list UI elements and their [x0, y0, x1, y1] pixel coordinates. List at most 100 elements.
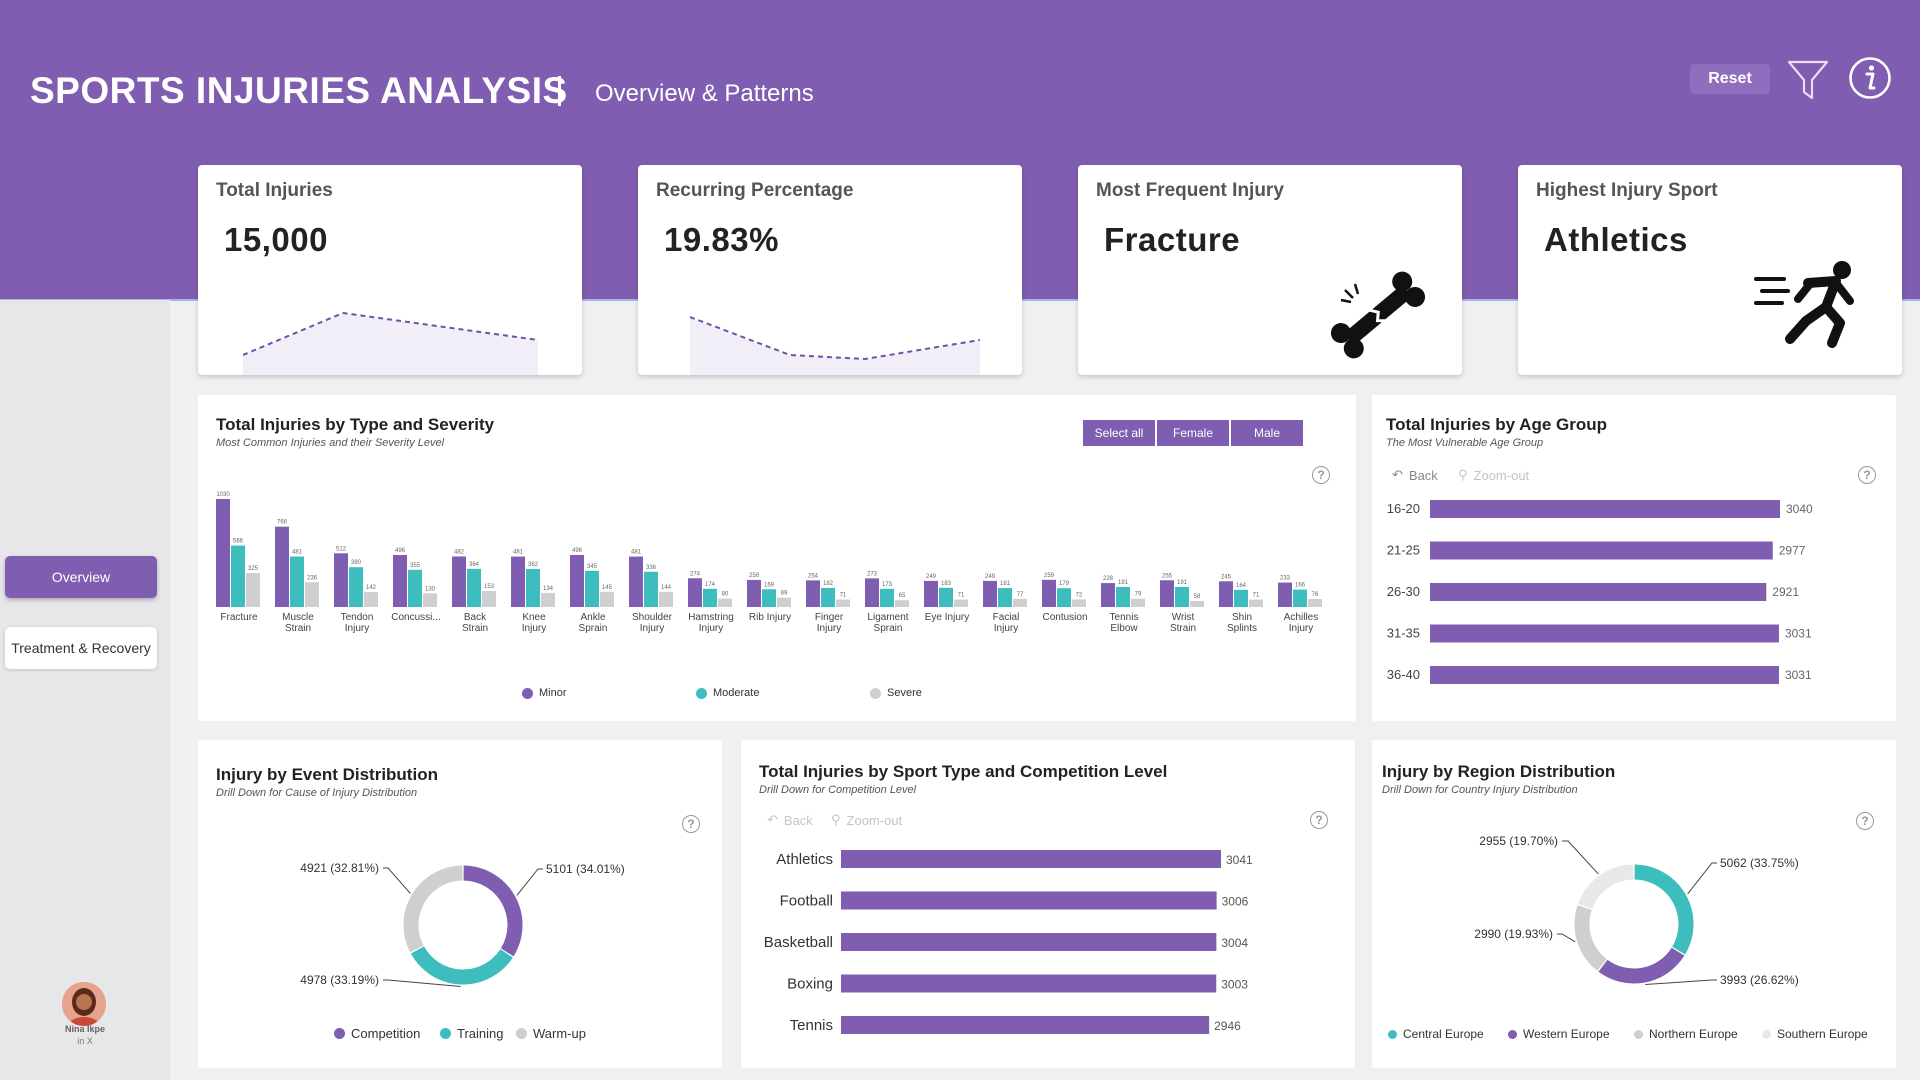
legend-item-northern-europe[interactable]: Northern Europe — [1634, 1027, 1738, 1041]
bar-data-label: 58 — [1194, 594, 1201, 600]
bar-data-label: 79 — [1135, 592, 1142, 598]
bar-data-label: 336 — [646, 565, 657, 571]
legend-item-warm-up[interactable]: Warm-up — [516, 1026, 586, 1041]
donut-slice — [1574, 905, 1607, 971]
author-name: Nina Ikpe — [64, 1024, 105, 1034]
card-title: Total Injuries by Age Group — [1386, 415, 1608, 434]
slice-data-label: 2990 (19.93%) — [1474, 927, 1553, 941]
segment-select-all[interactable]: Select all — [1083, 420, 1155, 446]
drill-zoom-out-button[interactable]: ⚲ Zoom-out — [831, 812, 902, 828]
legend-item-western-europe[interactable]: Western Europe — [1508, 1027, 1610, 1041]
running-person-icon — [1754, 261, 1854, 348]
y-tick-label: 26-30 — [1387, 584, 1420, 599]
help-icon[interactable]: ? — [1312, 466, 1330, 484]
legend-item-severe[interactable]: Severe — [870, 687, 922, 699]
bar-moderate — [231, 545, 245, 607]
bar — [841, 850, 1221, 868]
help-icon[interactable]: ? — [682, 815, 700, 833]
bar-minor — [1278, 582, 1292, 607]
y-tick-label: Basketball — [764, 934, 833, 951]
drill-zoom-label: Zoom-out — [1473, 467, 1530, 483]
legend-item-training[interactable]: Training — [440, 1026, 503, 1041]
segment-female[interactable]: Female — [1157, 420, 1229, 446]
legend-label: Training — [457, 1026, 504, 1041]
bar-data-label: 355 — [410, 563, 421, 569]
bar-data-label: 380 — [351, 560, 362, 566]
donut-slice — [1578, 864, 1634, 910]
bar-data-label: 254 — [808, 573, 819, 579]
bar-moderate — [1234, 589, 1248, 607]
x-tick-label: Knee — [522, 612, 546, 623]
bar-minor — [629, 556, 643, 607]
legend-item-southern-europe[interactable]: Southern Europe — [1762, 1027, 1868, 1041]
bar — [841, 891, 1217, 910]
bar-minor — [924, 580, 938, 607]
bar-data-label: 144 — [661, 585, 672, 591]
bar-data-label: 71 — [1253, 593, 1260, 599]
card-title: Total Injuries by Sport Type and Competi… — [759, 762, 1168, 781]
bar-minor — [1101, 583, 1115, 607]
legend-label: Northern Europe — [1649, 1027, 1738, 1041]
reset-button[interactable]: Reset — [1690, 64, 1770, 94]
bar-data-label: 233 — [1280, 576, 1291, 582]
help-icon[interactable]: ? — [1856, 812, 1874, 830]
bar-moderate — [585, 570, 599, 607]
bar-data-label: 496 — [395, 548, 406, 554]
donut-slice — [1598, 947, 1685, 984]
x-tick-label: Achilles — [1284, 612, 1318, 623]
bar-moderate — [762, 589, 776, 607]
bar-minor — [511, 556, 525, 607]
bar-minor — [334, 553, 348, 607]
y-tick-label: Football — [780, 893, 833, 910]
y-tick-label: 36-40 — [1387, 667, 1420, 682]
slice-data-label: 4978 (33.19%) — [300, 973, 379, 987]
drill-back-button[interactable]: ↶ Back — [767, 812, 813, 828]
bar-moderate — [998, 588, 1012, 607]
bar-data-label: 173 — [882, 582, 893, 588]
nav-treatment-recovery-button[interactable]: Treatment & Recovery — [5, 627, 157, 669]
bar-data-label: 166 — [1295, 583, 1306, 589]
kpi-title: Recurring Percentage — [656, 180, 854, 201]
bar-severe — [305, 582, 319, 607]
nav-overview-button[interactable]: Overview — [5, 556, 157, 598]
bar-moderate — [408, 569, 422, 607]
bar-moderate — [880, 588, 894, 607]
bar-data-label: 89 — [781, 591, 788, 597]
card-region-distribution: Injury by Region Distribution Drill Down… — [1372, 740, 1896, 1068]
legend-item-minor[interactable]: Minor — [522, 687, 567, 699]
x-tick-label: Strain — [1170, 623, 1196, 634]
drill-zoom-out-button[interactable]: ⚲ Zoom-out — [1458, 467, 1529, 483]
bar-data-label: 482 — [454, 549, 465, 555]
bar-minor — [216, 499, 230, 607]
bar-minor — [806, 580, 820, 607]
legend-item-central-europe[interactable]: Central Europe — [1388, 1027, 1484, 1041]
card-title: Total Injuries by Type and Severity — [216, 415, 495, 434]
card-event-distribution: Injury by Event Distribution Drill Down … — [198, 740, 722, 1068]
x-tick-label: Fracture — [220, 612, 258, 623]
author-social-links[interactable]: in X — [77, 1036, 93, 1046]
help-icon[interactable]: ? — [1310, 811, 1328, 829]
segment-male[interactable]: Male — [1231, 420, 1303, 446]
chart-region-donut: 5062 (33.75%) 3993 (26.62%) 2990 (19.93%) 2… — [1474, 834, 1798, 987]
x-tick-label: Hamstring — [688, 612, 734, 623]
bar-data-label: 164 — [1236, 583, 1247, 589]
help-icon[interactable]: ? — [1858, 466, 1876, 484]
card-age-group: Total Injuries by Age Group The Most Vul… — [1372, 395, 1896, 721]
bar-data-label: 3041 — [1226, 853, 1253, 867]
bar-moderate — [1175, 586, 1189, 607]
y-tick-label: Athletics — [776, 851, 833, 868]
info-icon[interactable] — [1848, 56, 1892, 100]
legend-dot — [1634, 1029, 1643, 1039]
bar-data-label: 362 — [528, 562, 539, 568]
drill-back-button[interactable]: ↶ Back — [1392, 467, 1438, 483]
kpi-title: Highest Injury Sport — [1536, 180, 1718, 201]
kpi-value: Fracture — [1104, 221, 1241, 258]
filter-icon[interactable] — [1786, 58, 1830, 102]
bar-data-label: 71 — [958, 593, 965, 599]
legend-item-competition[interactable]: Competition — [334, 1026, 420, 1041]
bar-moderate — [1293, 589, 1307, 607]
legend-item-moderate[interactable]: Moderate — [696, 687, 759, 699]
bar-minor — [452, 556, 466, 607]
bar-data-label: 3003 — [1221, 978, 1248, 992]
title-separator — [558, 76, 561, 106]
